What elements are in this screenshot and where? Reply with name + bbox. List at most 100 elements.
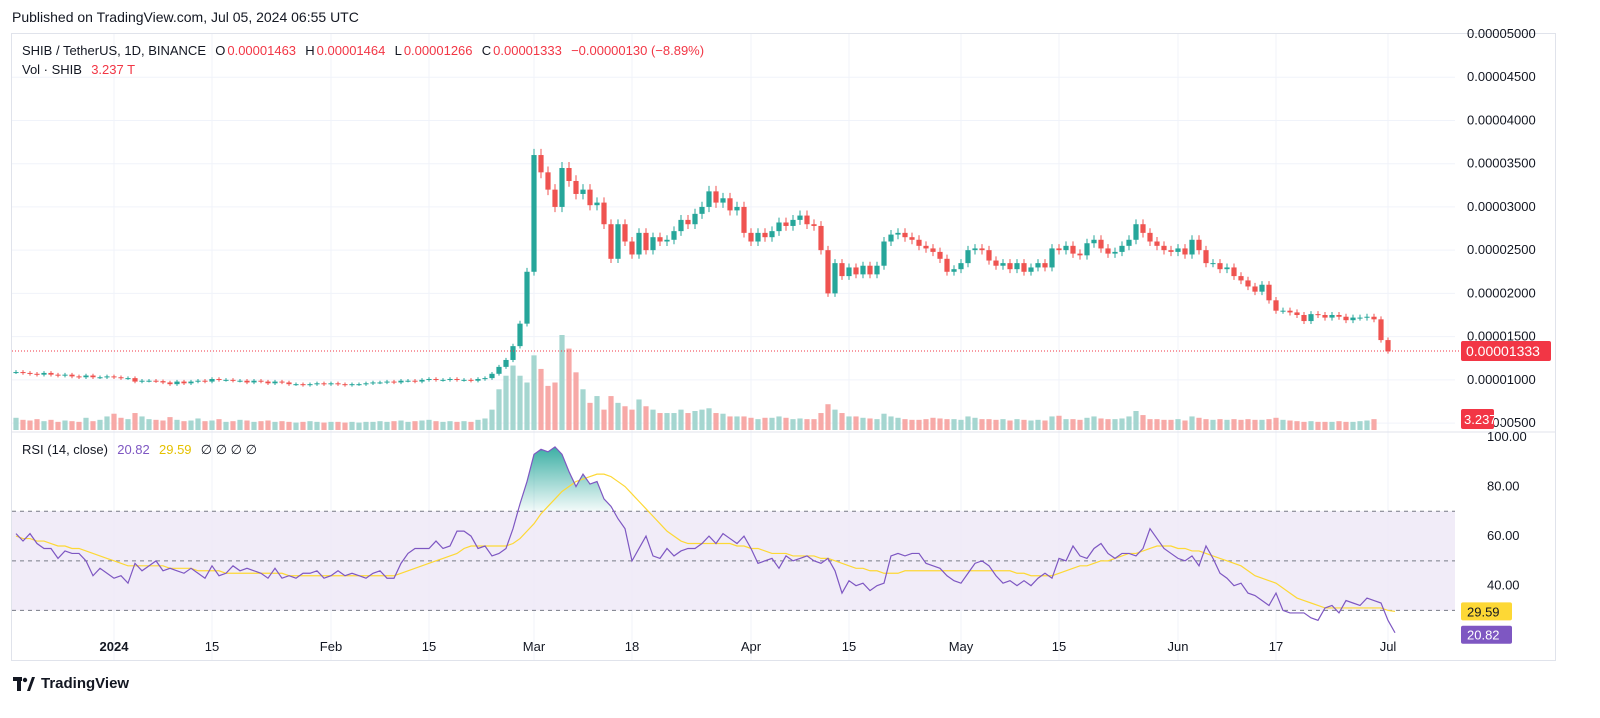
volume-bar — [76, 421, 82, 430]
volume-bar — [1028, 420, 1034, 430]
candle-body — [1035, 263, 1041, 268]
candle-body — [1203, 250, 1209, 264]
volume-bar — [1161, 419, 1167, 430]
tradingview-logo-icon — [13, 676, 35, 691]
price-axis-label: 0.00004000 — [1467, 112, 1536, 127]
price-axis-label: 0.00005000 — [1467, 26, 1536, 41]
volume-bar — [580, 389, 586, 430]
volume-bar — [1175, 419, 1181, 430]
candle-body — [1224, 267, 1230, 270]
candle-body — [496, 366, 502, 374]
candle-body — [1238, 276, 1244, 281]
volume-bar — [1350, 421, 1356, 430]
candle-body — [1231, 267, 1237, 277]
time-axis-label: Feb — [320, 639, 342, 654]
candle-body — [811, 224, 817, 226]
volume-bar — [1021, 419, 1027, 430]
candle-body — [132, 378, 138, 382]
candle-body — [1308, 314, 1314, 322]
volume-bar — [1000, 419, 1006, 430]
volume-bar — [286, 421, 292, 430]
candle-body — [328, 383, 334, 385]
open-label: O — [215, 43, 226, 58]
high-value: 0.00001464 — [316, 43, 386, 58]
volume-bar — [433, 421, 439, 430]
rsi-ma-value: 29.59 — [159, 442, 192, 457]
candle-body — [1301, 315, 1307, 322]
volume-bar — [1063, 419, 1069, 430]
volume-bar — [1308, 421, 1314, 430]
volume-bar — [258, 421, 264, 430]
candle-body — [629, 241, 635, 255]
volume-bar — [111, 413, 117, 430]
candle-body — [713, 191, 719, 203]
candle-body — [1245, 280, 1251, 287]
candle-body — [1280, 310, 1286, 312]
candle-body — [1252, 286, 1258, 292]
volume-bar — [1105, 419, 1111, 430]
volume-bar — [1007, 420, 1013, 430]
volume-bar — [566, 348, 572, 430]
candle-body — [440, 379, 446, 381]
volume-bar — [440, 421, 446, 430]
candle-body — [657, 237, 663, 242]
candle-body — [202, 380, 208, 382]
candle-body — [146, 380, 152, 382]
candle-body — [1133, 224, 1139, 240]
candle-body — [125, 378, 131, 380]
volume-bar — [1231, 419, 1237, 430]
candle-body — [727, 198, 733, 211]
volume-bar — [1189, 416, 1195, 430]
chart-frame[interactable] — [11, 33, 1556, 661]
candle-body — [979, 248, 985, 251]
volume-bar — [853, 416, 859, 430]
volume-bar — [720, 413, 726, 430]
rsi-label[interactable]: RSI (14, close) — [22, 442, 108, 457]
candle-body — [559, 168, 565, 207]
volume-label[interactable]: Vol · SHIB — [22, 62, 82, 77]
candle-body — [482, 378, 488, 380]
candle-body — [468, 379, 474, 381]
candle-body — [258, 380, 264, 382]
volume-bar — [1252, 419, 1258, 430]
price-axis-label: 0.00003500 — [1467, 156, 1536, 171]
candle-body — [279, 381, 285, 383]
candle-body — [636, 232, 642, 255]
volume-bar — [1315, 421, 1321, 430]
volume-bar — [454, 421, 460, 430]
volume-bar — [636, 399, 642, 430]
volume-bar — [251, 421, 257, 430]
tradingview-brand[interactable]: TradingView — [13, 675, 129, 692]
candle-body — [895, 232, 901, 235]
change-value: −0.00000130 (−8.89%) — [571, 43, 705, 58]
rsi-legend: RSI (14, close) 20.82 29.59 ∅ ∅ ∅ ∅ — [22, 442, 259, 458]
candle-body — [398, 380, 404, 383]
volume-bar — [1287, 420, 1293, 430]
volume-bar — [517, 375, 523, 430]
volume-bar — [1147, 419, 1153, 430]
candle-body — [41, 372, 47, 375]
volume-bar — [769, 417, 775, 430]
candle-body — [377, 382, 383, 384]
candle-body — [160, 381, 166, 383]
volume-bar — [874, 419, 880, 430]
candle-body — [692, 213, 698, 225]
candle-body — [538, 155, 544, 173]
volume-bar — [573, 372, 579, 430]
candle-body — [762, 232, 768, 238]
symbol-label[interactable]: SHIB / TetherUS, 1D, BINANCE — [22, 43, 206, 58]
volume-bar — [496, 389, 502, 430]
volume-bar — [538, 368, 544, 430]
candle-body — [937, 251, 943, 259]
candle-body — [601, 202, 607, 225]
volume-bar — [195, 418, 201, 430]
volume-bar — [1056, 415, 1062, 430]
rsi-ma-line — [15, 473, 1396, 613]
volume-bar — [916, 419, 922, 430]
candle-body — [1273, 300, 1279, 311]
price-axis-label: 0.00001500 — [1467, 329, 1536, 344]
volume-bar — [370, 421, 376, 430]
volume-tag — [1461, 409, 1494, 429]
volume-bar — [608, 396, 614, 430]
